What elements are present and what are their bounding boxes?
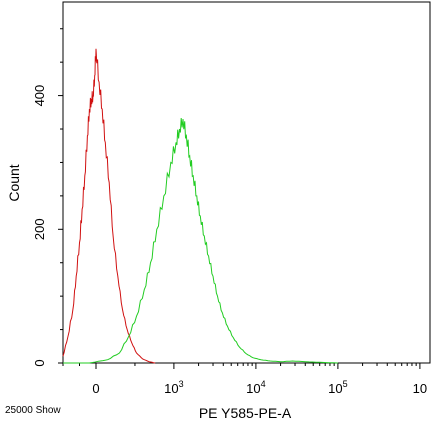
event-count-text: 25000 Show [5,405,61,416]
x-tick-label: 0 [92,381,99,396]
histogram-trace-1 [62,48,156,364]
x-tick-label: 105 [328,379,347,396]
x-tick-label: 10 [413,381,427,396]
y-axis-ticks: 0 200 400 [32,28,63,367]
x-axis-ticks: 0 103 104 105 10 [62,363,427,396]
series-group [62,48,338,364]
y-tick-label: 400 [32,85,47,107]
y-axis-label: Count [6,164,22,201]
plot-area [62,1,431,364]
x-tick-label: 103 [164,379,183,396]
y-tick-label: 0 [32,359,47,366]
x-axis-label: PE Y585-PE-A [199,405,292,421]
y-tick-label: 200 [32,218,47,240]
x-tick-label: 104 [246,379,265,396]
histogram-trace-2 [63,117,338,364]
